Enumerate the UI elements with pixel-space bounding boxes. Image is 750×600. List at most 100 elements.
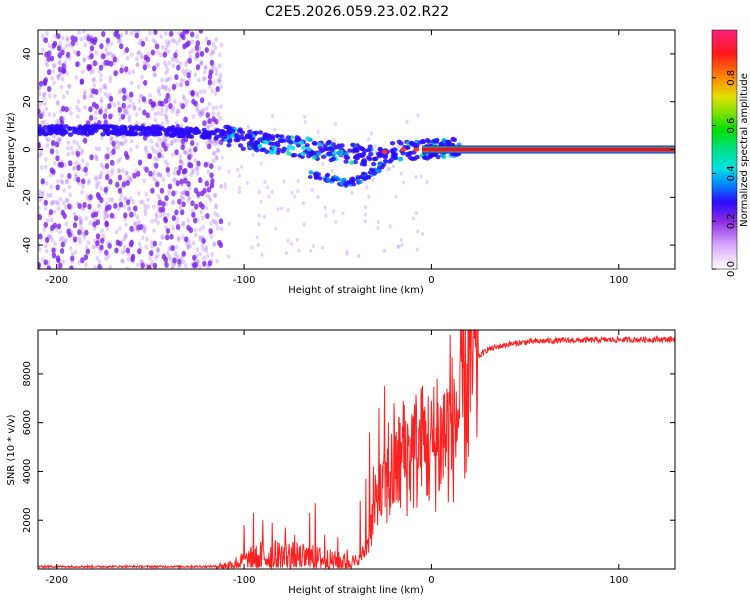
noise-point [60, 179, 65, 185]
noise-point [44, 181, 49, 186]
noise-point [194, 203, 199, 210]
noise-point [185, 80, 190, 87]
noise-point [165, 251, 170, 256]
scatter-point [267, 194, 271, 199]
noise-point [72, 49, 77, 55]
noise-point [101, 236, 106, 242]
colorbar-tick-label: 0.4 [726, 165, 737, 181]
y-tick-label: -40 [22, 237, 33, 253]
noise-point [86, 240, 91, 246]
noise-point [45, 63, 49, 68]
noise-point [118, 226, 122, 232]
noise-point [61, 35, 65, 41]
noise-point [210, 68, 215, 73]
scatter-point [396, 244, 400, 249]
signal-point [169, 133, 175, 138]
noise-point [152, 170, 156, 176]
noise-point [151, 37, 156, 43]
noise-point [93, 175, 98, 181]
noise-point [183, 149, 187, 155]
noise-point [85, 248, 91, 255]
x-tick-label: 0 [428, 275, 434, 286]
scatter-point [316, 195, 320, 200]
scatter-point [357, 254, 361, 258]
noise-point [175, 216, 180, 222]
noise-point [110, 112, 115, 118]
noise-point [72, 211, 77, 217]
noise-point [77, 215, 82, 220]
noise-point [94, 146, 99, 151]
scatter-point [257, 190, 261, 195]
noise-point [139, 259, 143, 265]
noise-point [182, 78, 187, 84]
scatter-point [257, 222, 261, 227]
scatter-point [273, 127, 277, 132]
noise-point [135, 62, 139, 68]
scatter-point [245, 180, 249, 185]
noise-point [129, 31, 134, 36]
signal-point [280, 149, 286, 154]
scatter-point [259, 161, 263, 166]
colorbar-label: Normalized spectral amplitude [739, 73, 750, 227]
noise-point [55, 149, 59, 155]
noise-point [38, 142, 41, 149]
noise-point [60, 76, 65, 82]
noise-point [102, 84, 106, 90]
scatter-point [363, 212, 367, 217]
noise-point [104, 220, 109, 227]
noise-point [60, 241, 66, 248]
noise-point [173, 52, 178, 59]
noise-point [137, 241, 142, 247]
noise-point [174, 138, 179, 144]
noise-point [193, 187, 199, 194]
scatter-point [382, 248, 387, 253]
noise-point [174, 209, 179, 216]
signal-point [79, 131, 85, 136]
noise-point [84, 216, 89, 221]
noise-point [51, 250, 56, 256]
noise-point [175, 220, 180, 226]
scatter-point [251, 153, 255, 158]
noise-point [163, 47, 168, 53]
noise-point [68, 42, 72, 47]
noise-point [215, 147, 220, 153]
noise-point [178, 164, 183, 171]
signal-point [282, 138, 288, 143]
noise-point [207, 194, 212, 200]
noise-point [68, 84, 72, 89]
noise-point [204, 213, 208, 219]
noise-point [76, 164, 81, 171]
noise-point [38, 106, 41, 111]
noise-point [199, 61, 204, 67]
noise-point [112, 56, 118, 63]
signal-point [276, 147, 282, 152]
noise-point [122, 95, 127, 102]
noise-point [200, 242, 205, 248]
noise-point [140, 74, 144, 80]
y-tick-label: 0 [22, 146, 33, 152]
noise-point [79, 78, 85, 85]
scatter-point [259, 199, 263, 204]
signal-point [230, 133, 236, 138]
scatter-point [391, 164, 396, 169]
signal-point [389, 141, 396, 146]
noise-point [144, 166, 149, 173]
scatter-point [250, 245, 254, 250]
noise-point [219, 226, 224, 232]
hot-spot [381, 149, 388, 154]
noise-point [166, 42, 171, 48]
noise-point [190, 39, 194, 44]
noise-point [58, 136, 62, 142]
signal-point [412, 156, 418, 161]
signal-point [417, 140, 423, 145]
noise-point [105, 174, 110, 181]
noise-point [161, 177, 166, 183]
noise-point [138, 199, 143, 205]
noise-point [171, 37, 175, 43]
noise-point [43, 221, 48, 228]
noise-point [214, 118, 219, 125]
noise-point [63, 60, 68, 66]
noise-point [185, 99, 189, 104]
y-tick-label: 2000 [22, 507, 33, 532]
noise-point [182, 96, 186, 102]
